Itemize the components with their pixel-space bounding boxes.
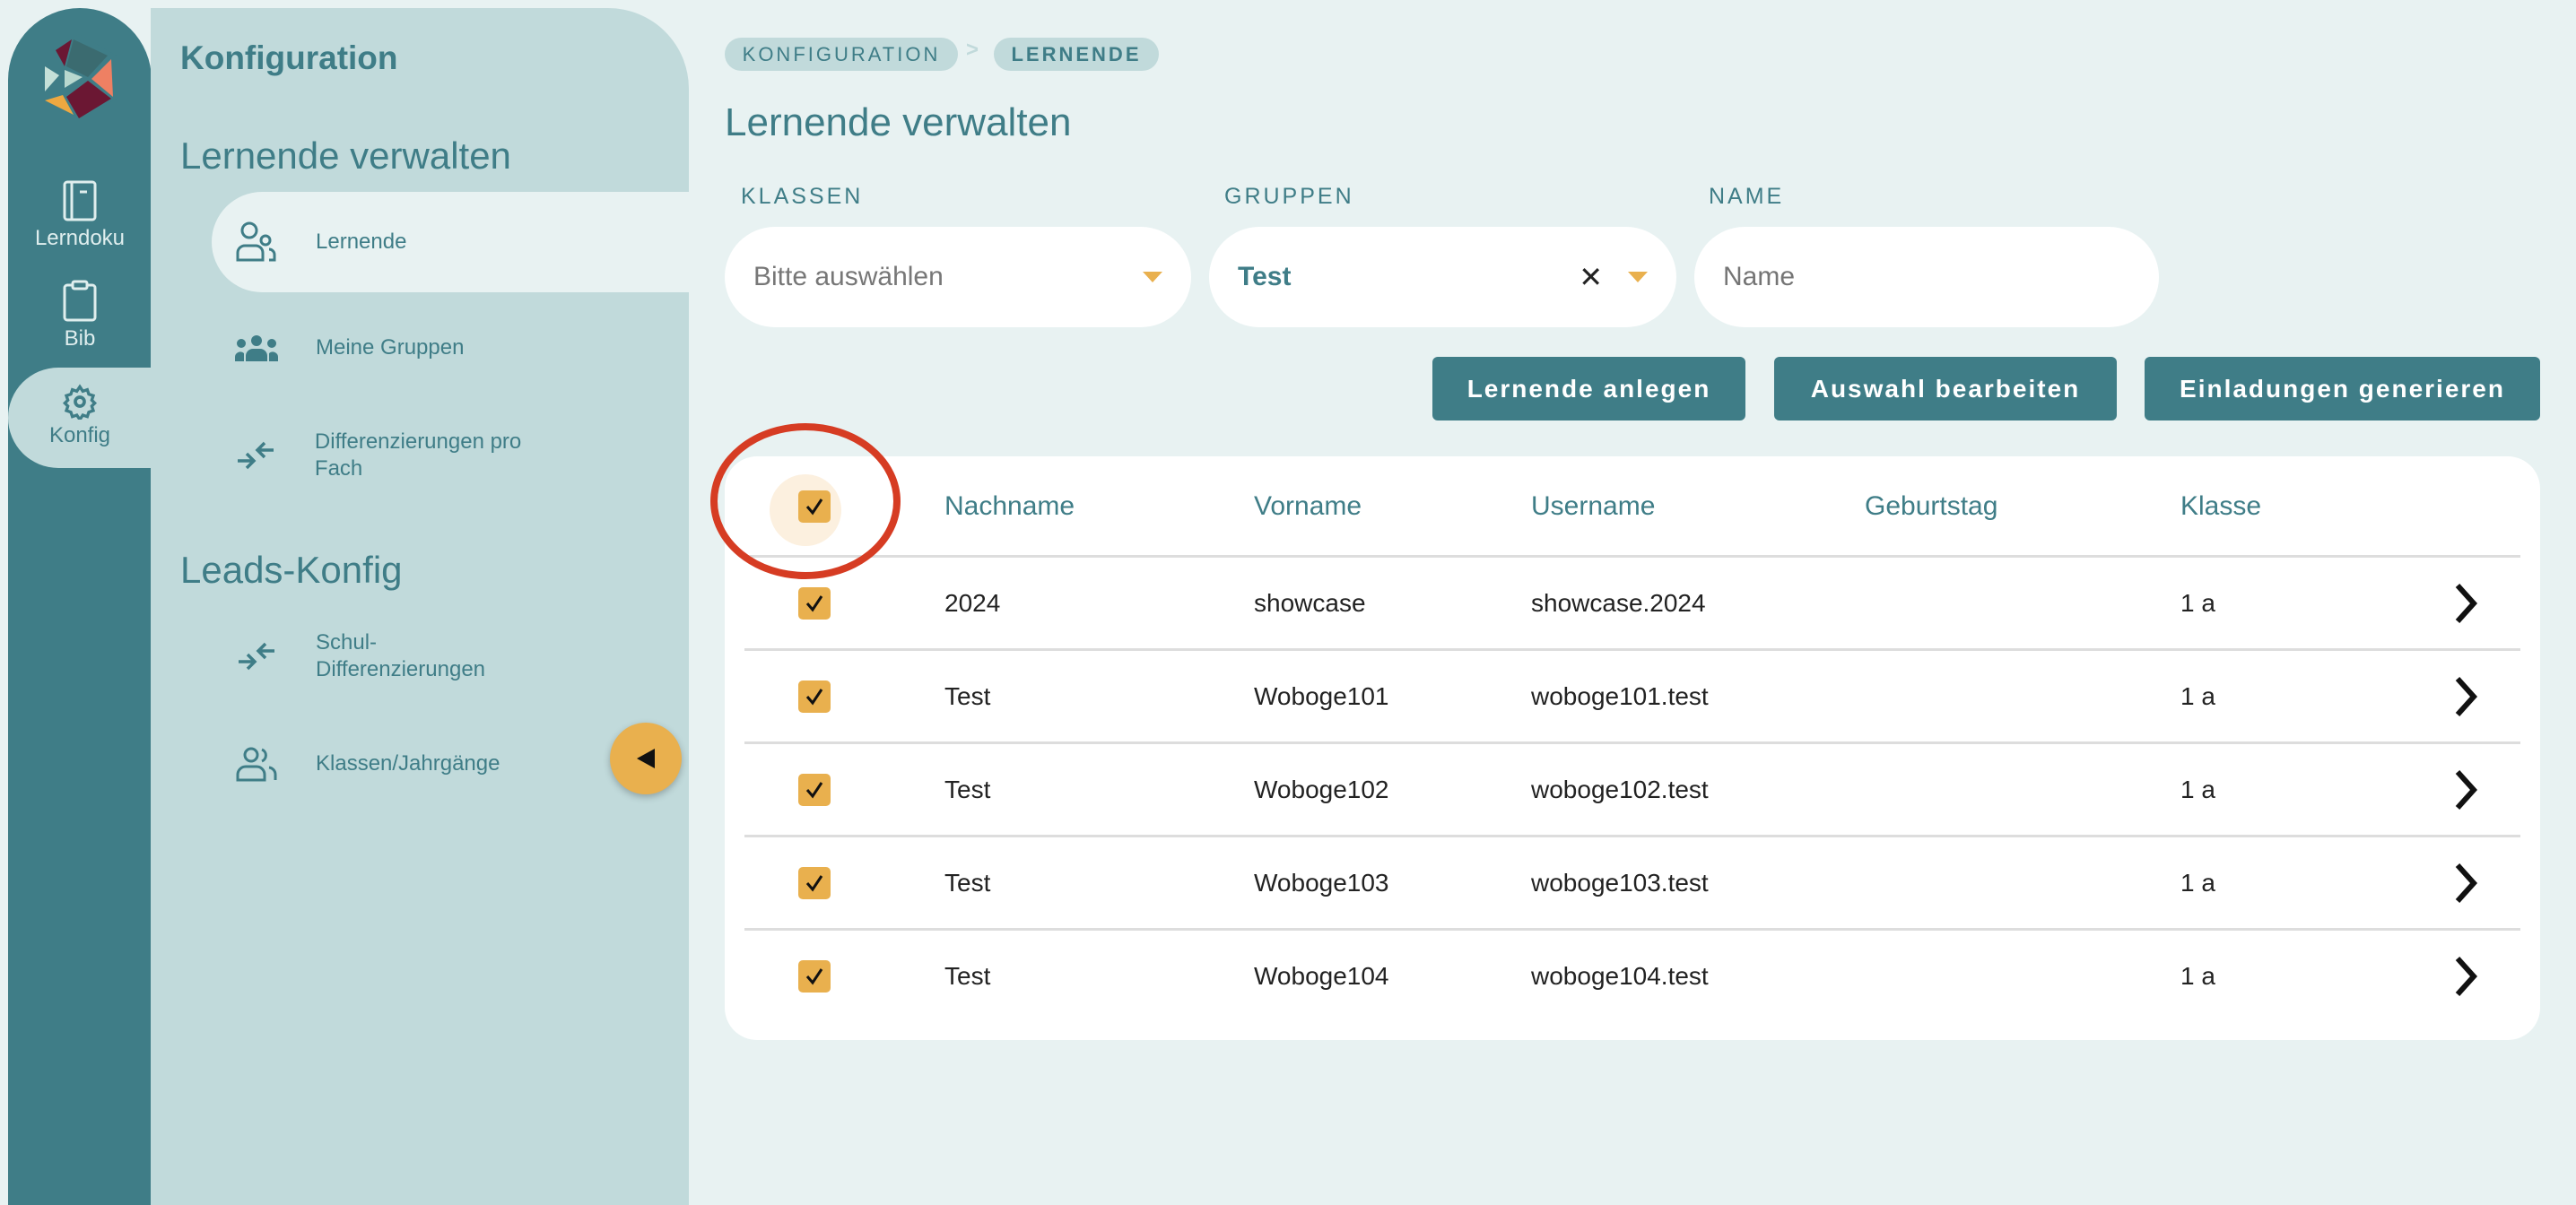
- gruppen-value: Test: [1238, 262, 1292, 291]
- auswahl-bearbeiten-button[interactable]: Auswahl bearbeiten: [1774, 357, 2117, 420]
- nav-label: Differenzierungen pro Fach: [314, 429, 522, 481]
- notebook-icon: [63, 180, 97, 221]
- cell-username: woboge101.test: [1531, 681, 1709, 710]
- learners-table: Nachname Vorname Username Geburtstag Kla…: [725, 456, 2540, 1040]
- row-checkbox[interactable]: [798, 773, 831, 806]
- table-row[interactable]: Test Woboge103 woboge103.test 1 a: [744, 835, 2520, 928]
- breadcrumb-separator: >: [966, 38, 979, 62]
- cell-nachname: Test: [944, 961, 991, 990]
- cell-klasse: 1 a: [2180, 961, 2215, 990]
- klassen-label: KLASSEN: [741, 184, 864, 209]
- check-icon: [805, 874, 823, 891]
- highlight-circle-annotation: [710, 423, 901, 579]
- page-title: Lernende verwalten: [725, 100, 1072, 144]
- rail-item-bib[interactable]: Bib: [8, 280, 152, 351]
- users-icon: [236, 747, 277, 782]
- cell-nachname: 2024: [944, 588, 1001, 617]
- breadcrumb-lernende: LERNENDE: [994, 38, 1159, 71]
- table-row[interactable]: Test Woboge104 woboge104.test 1 a: [744, 928, 2520, 1021]
- cell-username: woboge102.test: [1531, 775, 1709, 803]
- check-icon: [805, 498, 823, 516]
- table-row[interactable]: 2024 showcase showcase.2024 1 a: [744, 555, 2520, 648]
- nav-item-differenzierungen[interactable]: Differenzierungen pro Fach: [212, 405, 570, 506]
- clipboard-icon: [63, 280, 97, 322]
- name-input[interactable]: [1694, 227, 2159, 327]
- cell-klasse: 1 a: [2180, 775, 2215, 803]
- column-header-vorname[interactable]: Vorname: [1254, 491, 1362, 521]
- column-header-username[interactable]: Username: [1531, 491, 1656, 521]
- select-all-checkbox[interactable]: [798, 490, 831, 523]
- rail-label: Bib: [64, 326, 96, 351]
- nav-label: Schul-Differenzierungen: [316, 630, 486, 681]
- chevron-down-icon: [1628, 272, 1648, 282]
- name-label: NAME: [1709, 184, 1785, 209]
- einladungen-generieren-button[interactable]: Einladungen generieren: [2145, 357, 2540, 420]
- nav-rail: [8, 8, 152, 1205]
- table-header: Nachname Vorname Username Geburtstag Kla…: [744, 458, 2520, 555]
- check-icon: [805, 781, 823, 798]
- arrows-in-icon: [239, 642, 274, 671]
- cell-nachname: Test: [944, 775, 991, 803]
- cell-klasse: 1 a: [2180, 588, 2215, 617]
- clear-icon[interactable]: ✕: [1579, 261, 1603, 293]
- cell-vorname: Woboge103: [1254, 868, 1389, 897]
- column-header-geburtstag[interactable]: Geburtstag: [1865, 491, 1998, 521]
- cell-vorname: Woboge102: [1254, 775, 1389, 803]
- row-checkbox[interactable]: [798, 586, 831, 620]
- cell-vorname: showcase: [1254, 588, 1366, 617]
- nav-item-schul-differenzierungen[interactable]: Schul-Differenzierungen: [212, 606, 553, 707]
- chevron-right-icon[interactable]: [2453, 955, 2478, 998]
- cell-klasse: 1 a: [2180, 681, 2215, 710]
- table-row[interactable]: Test Woboge102 woboge102.test 1 a: [744, 741, 2520, 835]
- app-logo: [41, 34, 117, 120]
- cell-nachname: Test: [944, 681, 991, 710]
- column-header-nachname[interactable]: Nachname: [944, 491, 1075, 521]
- cell-username: showcase.2024: [1531, 588, 1706, 617]
- chevron-right-icon[interactable]: [2453, 768, 2478, 811]
- section-heading: Leads-Konfig: [180, 549, 403, 591]
- panel-title: Konfiguration: [180, 39, 398, 76]
- nav-label: Lernende: [316, 230, 407, 254]
- table-row[interactable]: Test Woboge101 woboge101.test 1 a: [744, 648, 2520, 741]
- gruppen-label: GRUPPEN: [1224, 184, 1354, 209]
- group-icon: [235, 335, 278, 361]
- rail-label: Konfig: [48, 423, 111, 447]
- cell-nachname: Test: [944, 868, 991, 897]
- column-header-klasse[interactable]: Klasse: [2180, 491, 2262, 521]
- klassen-select[interactable]: Bitte auswählen: [725, 227, 1191, 327]
- gear-icon: [62, 384, 98, 420]
- section-heading: Lernende verwalten: [180, 134, 511, 177]
- chevron-right-icon[interactable]: [2453, 675, 2478, 718]
- check-icon: [805, 594, 823, 611]
- gruppen-select[interactable]: Test ✕: [1209, 227, 1676, 327]
- check-icon: [805, 967, 823, 984]
- nav-label: Klassen/Jahrgänge: [316, 751, 500, 776]
- rail-item-konfig[interactable]: Konfig: [8, 368, 152, 468]
- nav-item-meine-gruppen[interactable]: Meine Gruppen: [212, 298, 689, 398]
- row-checkbox[interactable]: [798, 680, 831, 713]
- klassen-placeholder: Bitte auswählen: [753, 262, 944, 291]
- chevron-down-icon: [1143, 272, 1162, 282]
- chevron-right-icon[interactable]: [2453, 582, 2478, 625]
- nav-label: Meine Gruppen: [316, 335, 465, 360]
- rail-item-lerndoku[interactable]: Lerndoku: [8, 179, 152, 251]
- users-icon: [236, 221, 276, 262]
- breadcrumb-konfiguration[interactable]: KONFIGURATION: [725, 38, 958, 71]
- cell-username: woboge103.test: [1531, 868, 1709, 897]
- cell-username: woboge104.test: [1531, 961, 1709, 990]
- row-checkbox[interactable]: [798, 866, 831, 899]
- nav-item-klassen[interactable]: Klassen/Jahrgänge: [212, 714, 588, 814]
- chevron-right-icon[interactable]: [2453, 862, 2478, 905]
- arrows-in-icon: [238, 441, 274, 470]
- lernende-anlegen-button[interactable]: Lernende anlegen: [1432, 357, 1745, 420]
- triangle-left-icon: [637, 749, 655, 768]
- check-icon: [805, 688, 823, 705]
- cell-vorname: Woboge104: [1254, 961, 1389, 990]
- collapse-panel-button[interactable]: [610, 723, 682, 794]
- cell-klasse: 1 a: [2180, 868, 2215, 897]
- rail-label: Lerndoku: [34, 226, 126, 250]
- row-checkbox[interactable]: [798, 959, 831, 993]
- cell-vorname: Woboge101: [1254, 681, 1389, 710]
- nav-item-lernende[interactable]: Lernende: [212, 192, 689, 292]
